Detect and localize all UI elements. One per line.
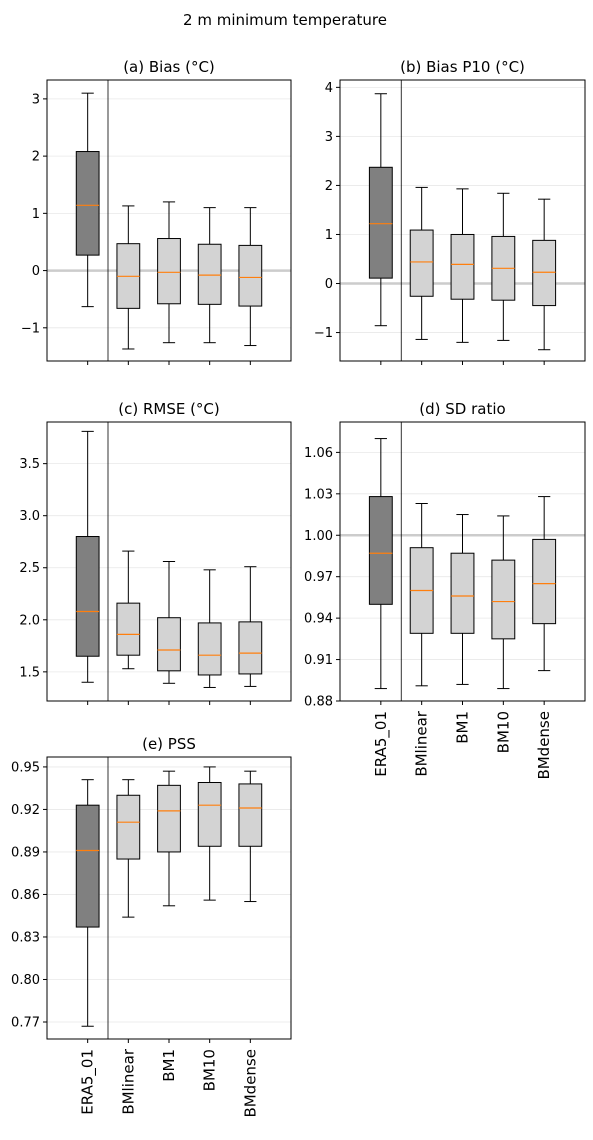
sd-ratio-title: (d) SD ratio — [419, 400, 505, 418]
pss-box-era5-01 — [75, 804, 100, 928]
panel-pss: 0.77 0.80 0.83 0.86 0.89 0.92 0.95 ERA5_01 BMlin… — [11, 735, 292, 1118]
sd-ratio-box-bm10 — [491, 559, 516, 640]
rmse-ytick-label-0: 1.5 — [19, 665, 40, 680]
bias-box-bmdense — [238, 244, 263, 307]
bias-ytick-label-0: −1 — [21, 321, 40, 336]
bias-p10-title: (b) Bias P10 (°C) — [400, 58, 525, 76]
pss-ytick-label-5: 0.92 — [11, 803, 40, 818]
pss-box-bm1 — [157, 784, 181, 853]
pss-box-bmdense — [238, 783, 263, 847]
bias-box-bm1 — [157, 238, 181, 305]
rmse-ytick-label-2: 2.5 — [19, 561, 40, 576]
sd-ratio-ytick-label-2: 0.94 — [304, 612, 333, 627]
bias-ytick-label-2: 1 — [32, 207, 40, 222]
pss-ytick-label-0: 0.77 — [11, 1015, 40, 1030]
sd-ratio-ytick-label-4: 1.00 — [304, 529, 333, 544]
rmse-box-bmdense — [238, 621, 263, 675]
bias-box-bm10 — [197, 243, 222, 305]
pss-box-bm10 — [197, 782, 222, 847]
sd-ratio-xtick-label-bmdense: BMdense — [535, 711, 553, 780]
rmse-ytick-label-4: 3.5 — [19, 457, 40, 472]
sd-ratio-xtick-label-era5-01: ERA5_01 — [372, 711, 391, 777]
bias-p10-ytick-label-3: 2 — [325, 179, 333, 194]
bias-p10-box-bmdense — [532, 239, 557, 307]
rmse-ytick-label-3: 3.0 — [19, 509, 40, 524]
pss-ytick-label-3: 0.86 — [11, 888, 40, 903]
sd-ratio-xtick-label-bmlinear: BMlinear — [413, 710, 431, 776]
bias-p10-box-bm1 — [450, 233, 475, 300]
bias-title: (a) Bias (°C) — [123, 58, 215, 76]
pss-xtick-label-bmdense: BMdense — [241, 1049, 259, 1118]
bias-ytick-label-3: 2 — [32, 150, 40, 165]
sd-ratio-box-era5-01 — [368, 496, 393, 605]
sd-ratio-ytick-label-1: 0.91 — [304, 653, 333, 668]
bias-ytick-label-4: 3 — [32, 92, 40, 107]
bias-p10-box-era5-01 — [368, 166, 393, 279]
bias-p10-box-bmlinear — [409, 229, 434, 297]
sd-ratio-box-bm1 — [450, 552, 475, 634]
pss-xtick-label-era5-01: ERA5_01 — [79, 1049, 98, 1115]
pss-ytick-label-4: 0.89 — [11, 845, 40, 860]
bias-p10-ytick-label-1: 0 — [325, 277, 333, 292]
rmse-box-bm1 — [157, 617, 181, 672]
sd-ratio-ytick-label-0: 0.88 — [304, 695, 333, 710]
figure-suptitle: 2 m minimum temperature — [183, 11, 387, 29]
panel-rmse: 1.5 2.0 2.5 3.0 3.5 (c) RMSE (°C) — [19, 400, 292, 705]
bias-p10-ytick-label-0: −1 — [314, 326, 333, 341]
pss-xtick-label-bmlinear: BMlinear — [119, 1048, 137, 1114]
rmse-box-bmlinear — [116, 602, 141, 656]
sd-ratio-ytick-label-6: 1.06 — [304, 446, 333, 461]
pss-ytick-label-2: 0.83 — [11, 930, 40, 945]
rmse-box-era5-01 — [75, 536, 100, 657]
pss-title: (e) PSS — [142, 735, 196, 753]
bias-p10-ytick-label-5: 4 — [325, 81, 333, 96]
panel-sd-ratio: 0.88 0.91 0.94 0.97 1.00 1.03 1.06 ERA5_01 BMlin… — [304, 400, 586, 780]
panel-bias: −1 0 1 2 3 (a) Bias (°C) — [21, 58, 292, 365]
pss-xtick-label-bm1: BM1 — [160, 1049, 178, 1082]
sd-ratio-ytick-label-5: 1.03 — [304, 487, 333, 502]
sd-ratio-xtick-label-bm1: BM1 — [454, 711, 472, 744]
sd-ratio-xtick-label-bm10: BM10 — [494, 711, 512, 753]
sd-ratio-box-bmdense — [532, 538, 557, 625]
bias-p10-ytick-label-2: 1 — [325, 228, 333, 243]
sd-ratio-ytick-label-3: 0.97 — [304, 570, 333, 585]
rmse-box-bm10 — [197, 622, 222, 676]
bias-ytick-label-1: 0 — [32, 264, 40, 279]
rmse-ytick-label-1: 2.0 — [19, 613, 40, 628]
bias-box-era5-01 — [75, 151, 100, 256]
bias-p10-ytick-label-4: 3 — [325, 130, 333, 145]
pss-xtick-label-bm10: BM10 — [201, 1049, 219, 1091]
pss-box-bmlinear — [116, 794, 141, 860]
pss-ytick-label-6: 0.95 — [11, 760, 40, 775]
rmse-title: (c) RMSE (°C) — [118, 400, 220, 418]
panel-bias-p10: −1 0 1 2 3 4 (b) Bias P10 (°C) — [314, 58, 586, 365]
pss-ytick-label-1: 0.80 — [11, 973, 40, 988]
